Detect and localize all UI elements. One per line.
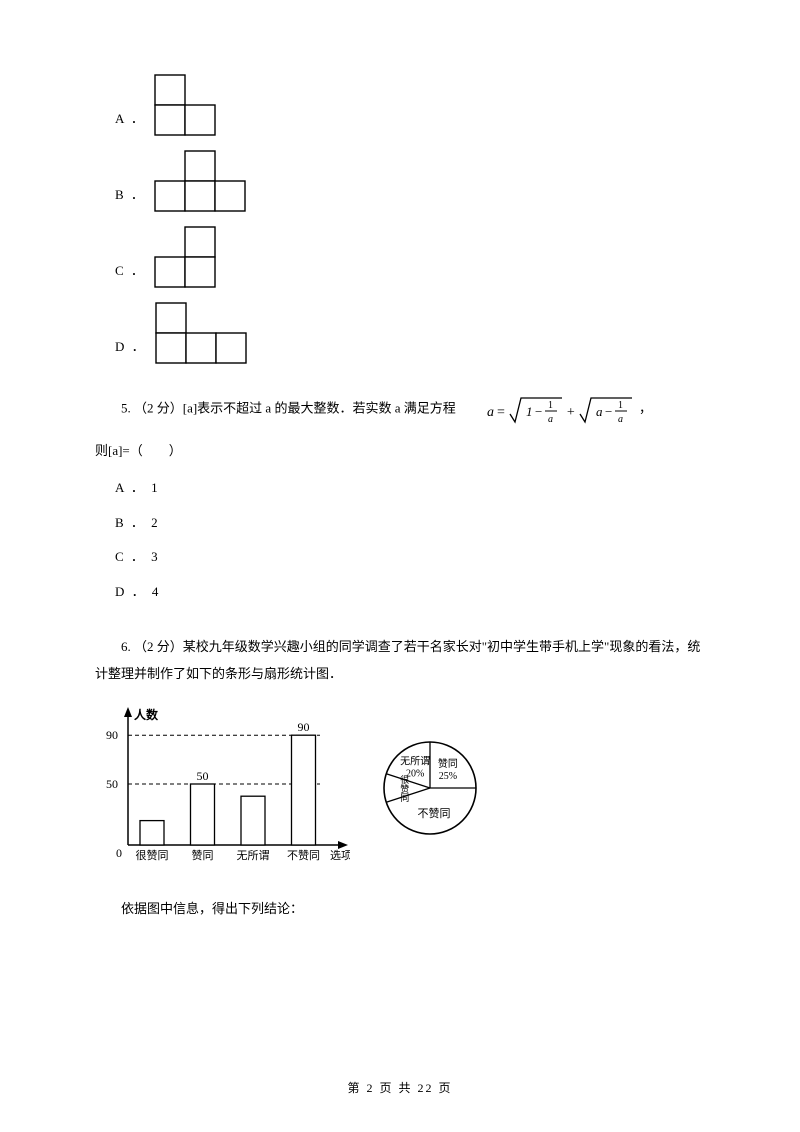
svg-text:无所谓: 无所谓 — [400, 755, 430, 767]
svg-text:同: 同 — [400, 793, 409, 803]
pie-chart: 赞同25%不赞同很赞同无所谓20% — [378, 736, 482, 849]
option-label: C ． — [115, 259, 146, 288]
tetromino-a — [154, 74, 216, 136]
q5-option-d: D ． 4 — [115, 580, 705, 605]
svg-text:50: 50 — [106, 777, 118, 791]
q6-text: 6. （2 分）某校九年级数学兴趣小组的同学调查了若干名家长对"初中学生带手机上… — [95, 633, 705, 688]
q5-option-c: C ． 3 — [115, 545, 705, 570]
page-content: A ． B ． C ． D ． 5. （2 分）[a]表示不超过 a 的最大整数… — [0, 0, 800, 972]
svg-text:不赞同: 不赞同 — [417, 807, 450, 820]
q5-options: A ． 1 B ． 2 C ． 3 D ． 4 — [95, 476, 705, 605]
q5-option-a: A ． 1 — [115, 476, 705, 501]
q5-text: 5. （2 分）[a]表示不超过 a 的最大整数．若实数 a 满足方程 a= 1… — [95, 392, 705, 427]
q5-equation: a= 1 − 1 a + a − 1 a — [461, 392, 634, 427]
svg-text:0: 0 — [116, 846, 122, 860]
svg-text:50: 50 — [197, 769, 209, 783]
option-label: D ． — [115, 335, 147, 364]
svg-text:25%: 25% — [439, 771, 457, 782]
q5-option-b: B ． 2 — [115, 511, 705, 536]
svg-text:−: − — [605, 404, 612, 419]
svg-text:赞同: 赞同 — [438, 757, 458, 770]
svg-text:1: 1 — [526, 404, 533, 419]
svg-text:a: a — [548, 414, 553, 425]
svg-text:选项: 选项 — [330, 849, 350, 862]
q4-option-b: B ． — [115, 150, 705, 212]
tetromino-d — [155, 302, 247, 364]
svg-text:−: − — [535, 404, 542, 419]
page-footer: 第 2 页 共 22 页 — [0, 1079, 800, 1096]
svg-text:赞同: 赞同 — [192, 849, 214, 862]
svg-text:a: a — [596, 404, 603, 419]
option-label: B ． — [115, 183, 146, 212]
tetromino-b — [154, 150, 246, 212]
svg-text:a: a — [618, 414, 623, 425]
q4-option-a: A ． — [115, 74, 705, 136]
option-label: A ． — [115, 107, 146, 136]
bar-chart: 人数 0 50 90 很赞同 赞同 50 无所谓 不赞同 90 选项 — [95, 705, 350, 879]
svg-text:20%: 20% — [406, 768, 424, 779]
svg-text:人数: 人数 — [134, 707, 159, 722]
svg-text:无所谓: 无所谓 — [237, 849, 270, 862]
svg-text:1: 1 — [548, 400, 553, 411]
q6-charts: 人数05090很赞同赞同50无所谓不赞同90选项 赞同25%不赞同很赞同无所谓2… — [95, 705, 705, 879]
svg-text:90: 90 — [106, 729, 118, 743]
svg-text:很赞同: 很赞同 — [136, 848, 169, 862]
q5-text-b: ， — [639, 401, 652, 416]
q4-option-d: D ． — [115, 302, 705, 364]
svg-text:90: 90 — [298, 721, 310, 735]
q5-follow: 则[a]=（ ） — [95, 439, 705, 464]
svg-text:不赞同: 不赞同 — [287, 849, 320, 862]
q5-text-a: 5. （2 分）[a]表示不超过 a 的最大整数．若实数 a 满足方程 — [121, 401, 459, 416]
q4-option-c: C ． — [115, 226, 705, 288]
q6-conclusion: 依据图中信息，得出下列结论： — [95, 897, 705, 922]
svg-text:1: 1 — [618, 400, 623, 411]
tetromino-c — [154, 226, 216, 288]
